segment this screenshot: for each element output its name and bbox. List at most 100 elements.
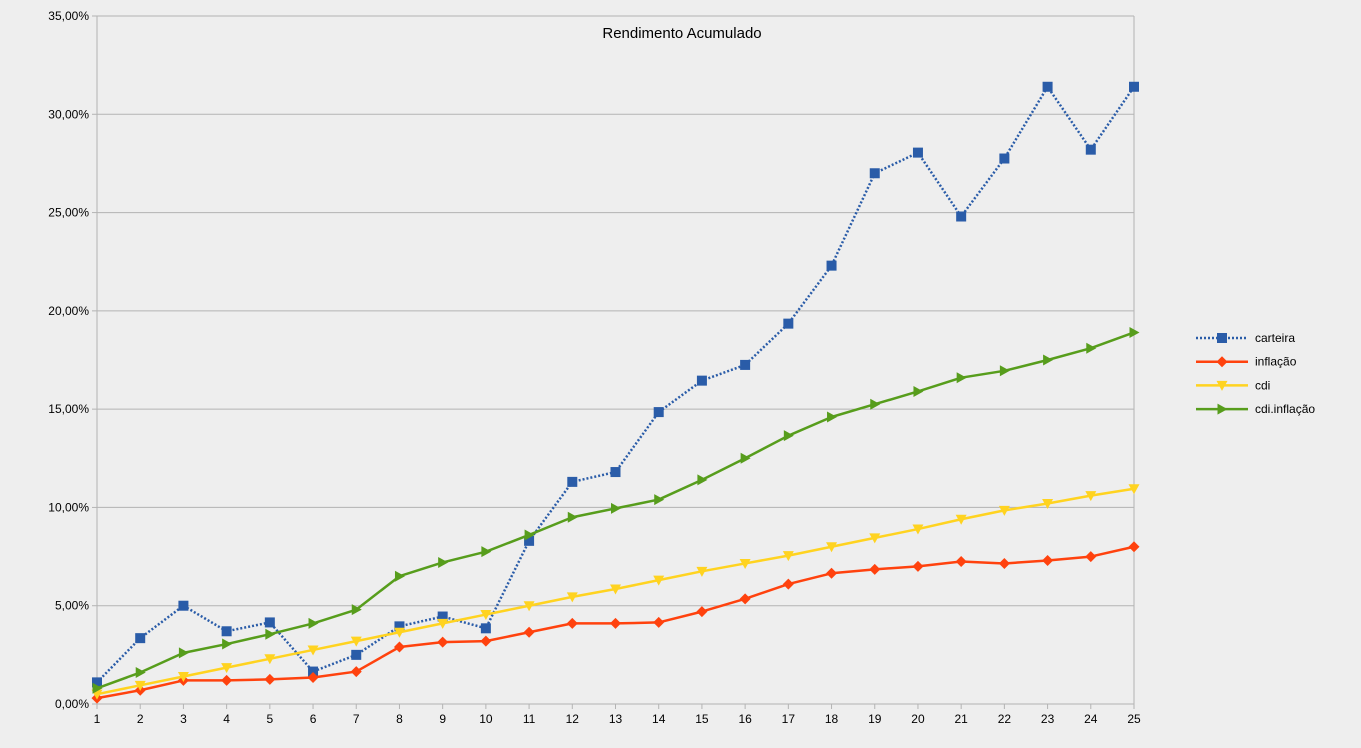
data-point-cdi <box>782 551 794 562</box>
data-point-cdi <box>566 592 578 603</box>
data-point-carteira <box>92 677 102 688</box>
data-point-infla-o <box>480 635 492 647</box>
data-point-cdi <box>264 654 276 665</box>
data-point-cdi <box>1128 484 1140 495</box>
x-tick-label: 22 <box>998 712 1012 726</box>
data-point-cdi-infla-o <box>135 667 146 679</box>
x-tick-label: 11 <box>523 712 536 726</box>
y-tick-label: 15,00% <box>48 402 89 416</box>
y-tick-label: 25,00% <box>48 206 89 220</box>
x-tick-label: 2 <box>137 712 144 726</box>
y-tick-label: 10,00% <box>48 500 89 514</box>
legend-item-infla-o: inflação <box>1196 355 1297 369</box>
data-point-cdi-infla-o <box>913 385 924 397</box>
legend-marker-cdi-infla-o <box>1217 403 1228 415</box>
data-point-infla-o <box>350 666 362 678</box>
data-point-cdi-infla-o <box>1043 354 1054 366</box>
data-point-cdi-infla-o <box>567 511 578 523</box>
data-point-carteira <box>480 623 491 634</box>
data-point-cdi-infla-o <box>394 570 405 582</box>
data-point-carteira <box>178 600 189 611</box>
x-tick-label: 13 <box>609 712 623 726</box>
series-carteira <box>92 81 1139 688</box>
data-point-infla-o <box>307 671 319 683</box>
data-point-cdi-infla-o <box>308 617 319 629</box>
data-point-infla-o <box>696 606 708 618</box>
x-tick-label: 15 <box>695 712 709 726</box>
data-point-cdi <box>134 680 146 691</box>
data-point-carteira <box>1085 144 1096 155</box>
data-point-cdi <box>869 533 881 544</box>
data-point-infla-o <box>955 555 967 567</box>
legend-label: cdi <box>1255 378 1270 392</box>
data-point-carteira <box>653 407 664 418</box>
x-tick-label: 12 <box>566 712 580 726</box>
legend-item-cdi-infla-o: cdi.inflação <box>1196 402 1315 416</box>
x-tick-label: 25 <box>1127 712 1141 726</box>
chart-title: Rendimento Acumulado <box>602 25 761 42</box>
plot-background <box>97 16 1134 704</box>
data-point-carteira <box>783 318 794 329</box>
y-tick-label: 5,00% <box>55 599 89 613</box>
x-tick-label: 20 <box>911 712 925 726</box>
data-point-cdi-infla-o <box>999 365 1010 377</box>
data-point-infla-o <box>566 617 578 629</box>
legend-marker-infla-o <box>1216 356 1228 368</box>
data-point-cdi-infla-o <box>1129 326 1140 338</box>
legend-item-cdi: cdi <box>1196 378 1270 392</box>
data-point-infla-o <box>1128 541 1140 553</box>
data-point-infla-o <box>653 616 665 628</box>
data-point-cdi <box>998 505 1010 516</box>
data-point-cdi-infla-o <box>524 529 535 541</box>
y-tick-label: 0,00% <box>55 697 89 711</box>
data-point-carteira <box>264 617 275 628</box>
data-point-cdi <box>955 514 967 525</box>
data-point-infla-o <box>610 617 621 629</box>
series-cdi <box>91 484 1140 700</box>
data-point-carteira <box>1042 81 1053 92</box>
data-point-cdi <box>739 558 751 569</box>
data-point-cdi <box>221 663 233 674</box>
x-tick-label: 14 <box>652 712 666 726</box>
data-point-cdi <box>480 610 492 621</box>
data-point-carteira <box>610 467 621 478</box>
data-point-cdi <box>912 524 924 535</box>
data-point-cdi-infla-o <box>654 494 665 506</box>
data-point-cdi-infla-o <box>265 628 276 640</box>
data-point-cdi-infla-o <box>222 638 233 650</box>
legend: carteira inflação cdi cdi.inflação <box>1196 331 1315 416</box>
data-point-cdi <box>393 627 405 638</box>
data-point-carteira <box>437 611 448 622</box>
data-point-carteira <box>394 621 405 632</box>
x-tick-label: 19 <box>868 712 882 726</box>
data-point-cdi-infla-o <box>438 556 449 568</box>
y-tick-label: 35,00% <box>48 9 89 23</box>
data-point-cdi-infla-o <box>827 411 838 423</box>
data-point-carteira <box>956 211 967 222</box>
data-point-infla-o <box>912 560 924 572</box>
legend-label: carteira <box>1255 331 1295 345</box>
data-point-carteira <box>696 375 707 386</box>
data-point-cdi <box>177 671 189 682</box>
data-point-cdi-infla-o <box>1086 342 1097 354</box>
data-point-infla-o <box>264 673 276 685</box>
data-point-cdi-infla-o <box>351 604 362 616</box>
data-point-cdi <box>610 584 621 595</box>
data-point-cdi <box>307 645 319 656</box>
x-tick-label: 24 <box>1084 712 1098 726</box>
data-point-cdi-infla-o <box>697 474 708 486</box>
data-point-infla-o <box>998 557 1010 569</box>
x-tick-label: 17 <box>782 712 796 726</box>
data-point-infla-o <box>782 578 794 590</box>
data-point-carteira <box>351 649 362 660</box>
data-point-cdi <box>696 566 708 577</box>
data-point-carteira <box>1129 81 1139 92</box>
x-tick-label: 3 <box>180 712 187 726</box>
data-point-cdi-infla-o <box>178 647 189 659</box>
x-tick-label: 6 <box>310 712 317 726</box>
data-point-infla-o <box>1042 555 1054 567</box>
data-point-carteira <box>524 535 535 546</box>
data-point-carteira <box>912 147 923 158</box>
data-point-infla-o <box>523 626 535 638</box>
